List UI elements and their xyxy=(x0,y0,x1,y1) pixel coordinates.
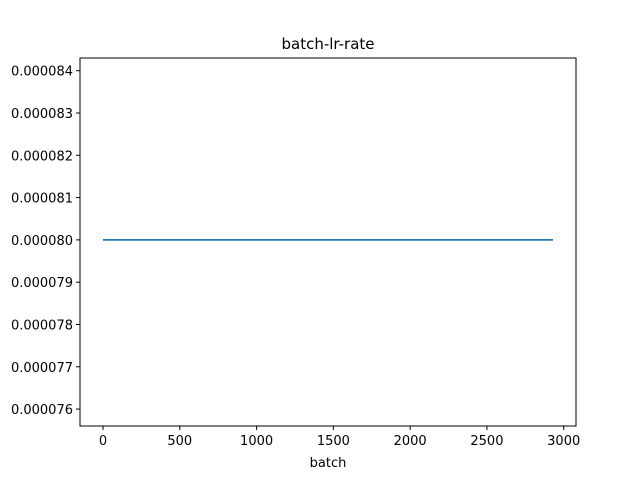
y-tick-label: 0.000077 xyxy=(11,361,73,376)
y-tick-label: 0.000084 xyxy=(11,65,73,80)
y-tick-label: 0.000078 xyxy=(11,318,73,333)
y-tick-label: 0.000080 xyxy=(11,234,73,249)
y-tick-label: 0.000083 xyxy=(11,107,73,122)
x-tick-label: 0 xyxy=(99,434,107,449)
y-tick-label: 0.000081 xyxy=(11,192,73,207)
x-tick-label: 2000 xyxy=(394,434,427,449)
y-tick-label: 0.000079 xyxy=(11,276,73,291)
x-tick-label: 500 xyxy=(167,434,192,449)
x-tick-label: 1000 xyxy=(240,434,273,449)
x-tick-label: 1500 xyxy=(317,434,350,449)
y-axis: 0.000076 0.000077 0.000078 0.000079 0.000080… xyxy=(11,65,80,418)
x-tick-label: 2500 xyxy=(470,434,503,449)
y-tick-label: 0.000076 xyxy=(11,403,73,418)
plot-frame xyxy=(79,57,577,427)
x-axis: 0 500 1000 1500 2000 2500 3000 xyxy=(99,426,580,449)
x-tick-label: 3000 xyxy=(547,434,580,449)
x-axis-label: batch xyxy=(310,456,347,471)
y-tick-label: 0.000082 xyxy=(11,149,73,164)
chart-title: batch-lr-rate xyxy=(281,35,374,53)
